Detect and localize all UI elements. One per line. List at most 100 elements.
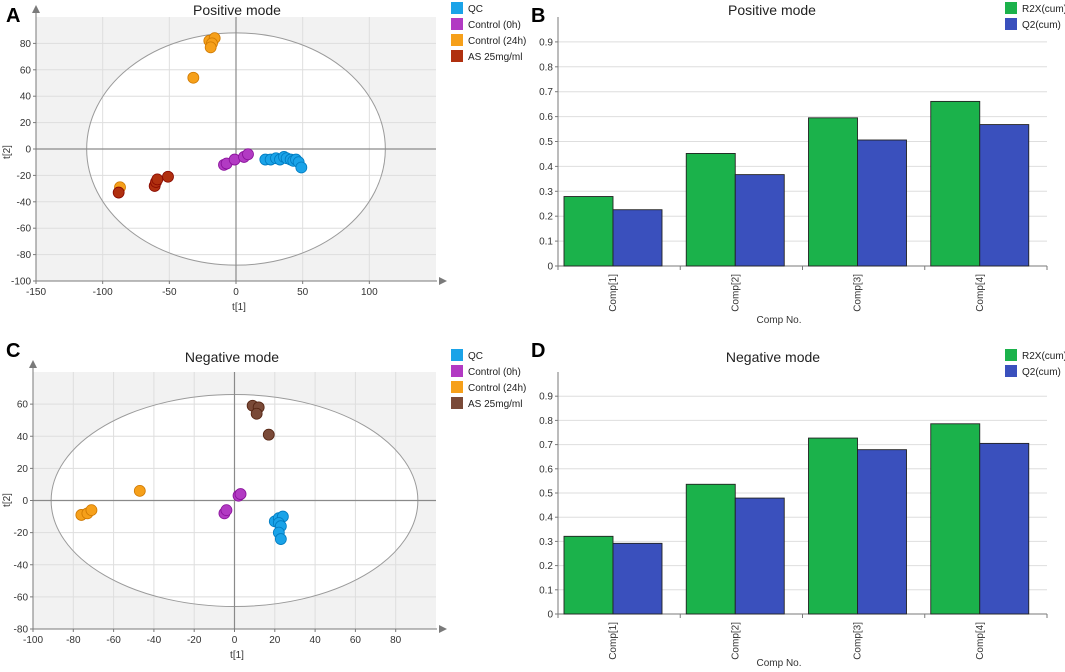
point-control-24h-c bbox=[133, 484, 146, 497]
point-as-25mg-ml-a bbox=[162, 170, 174, 183]
legend-swatch-q2-cum-d bbox=[1005, 365, 1017, 377]
x-tick-label-a: -50 bbox=[162, 287, 177, 298]
chart-title-a: Positive mode bbox=[193, 2, 281, 18]
bar-r2x-cum-comp-2-b bbox=[685, 153, 736, 267]
x-tick-label-a: -100 bbox=[93, 287, 113, 298]
bar-r2x-cum-comp-1-d bbox=[563, 535, 614, 615]
bar-r2x-cum-comp-4-d bbox=[930, 423, 981, 615]
x-tick-label-b: Comp[1] bbox=[608, 274, 619, 312]
y-tick-label-a: -100 bbox=[11, 277, 31, 288]
x-axis-label-c: t[1] bbox=[230, 650, 244, 661]
x-axis-arrow-c bbox=[439, 625, 447, 633]
x-tick-label-c: 0 bbox=[232, 635, 238, 646]
bar-q2-cum-comp-2-d bbox=[734, 497, 785, 615]
x-tick-label-d: Comp[1] bbox=[608, 622, 619, 660]
legend-swatch-r2x-cum-b bbox=[1005, 2, 1017, 14]
x-tick-label-c: -100 bbox=[23, 635, 43, 646]
panel-letter-d: D bbox=[531, 340, 545, 362]
y-tick-label-a: 20 bbox=[20, 118, 32, 129]
y-axis-label-c: t[2] bbox=[2, 493, 13, 507]
point-qc-c bbox=[274, 533, 287, 545]
x-tick-label-c: -60 bbox=[106, 635, 121, 646]
legend-label-r2x-cum-d: R2X(cum) bbox=[1022, 351, 1065, 362]
y-tick-label-d: 0.3 bbox=[539, 537, 553, 548]
legend-swatch-control-24h-a bbox=[451, 34, 463, 46]
legend-label-r2x-cum-b: R2X(cum) bbox=[1022, 4, 1065, 15]
legend-label-qc-a: QC bbox=[468, 4, 483, 15]
panel-letter-a: A bbox=[6, 5, 20, 27]
y-tick-label-d: 0.2 bbox=[539, 561, 553, 572]
legend-label-control-24h-a: Control (24h) bbox=[468, 36, 526, 47]
x-tick-label-c: 40 bbox=[310, 635, 322, 646]
y-tick-label-b: 0.5 bbox=[539, 137, 553, 148]
y-tick-label-b: 0.4 bbox=[539, 162, 553, 173]
x-axis-arrow-a bbox=[439, 277, 447, 285]
y-tick-label-a: 40 bbox=[20, 92, 32, 103]
legend-swatch-control-24h-c bbox=[451, 381, 463, 393]
legend-label-control-0h-a: Control (0h) bbox=[468, 20, 521, 31]
legend-label-as-25mg-ml-c: AS 25mg/ml bbox=[468, 399, 522, 410]
scatter-chart-positive: -150 -100 -50 0 50 100-100-80-60-40-200204060… bbox=[2, 2, 526, 313]
y-tick-label-a: 60 bbox=[20, 65, 32, 76]
point-control-0h-c bbox=[234, 488, 247, 500]
point-qc-a bbox=[295, 161, 308, 174]
y-tick-label-c: -60 bbox=[14, 592, 29, 603]
point-as-25mg-ml-c bbox=[250, 407, 263, 420]
y-tick-label-a: -40 bbox=[17, 197, 32, 208]
panel-letter-c: C bbox=[6, 340, 20, 362]
y-tick-label-c: 0 bbox=[22, 496, 28, 507]
point-as-25mg-ml-c bbox=[262, 428, 275, 441]
legend-label-control-0h-c: Control (0h) bbox=[468, 367, 521, 378]
point-control-0h-a bbox=[242, 148, 254, 161]
legend-swatch-q2-cum-b bbox=[1005, 18, 1017, 30]
y-tick-label-b: 0.1 bbox=[539, 237, 553, 248]
x-tick-label-d: Comp[3] bbox=[853, 622, 864, 660]
bar-q2-cum-comp-4-b bbox=[979, 124, 1030, 267]
y-tick-label-d: 0 bbox=[547, 610, 553, 621]
y-tick-label-d: 0.9 bbox=[539, 392, 553, 403]
x-tick-label-c: 20 bbox=[269, 635, 281, 646]
y-tick-label-a: 80 bbox=[20, 39, 32, 50]
x-tick-label-b: Comp[2] bbox=[730, 274, 741, 312]
legend-swatch-qc-c bbox=[451, 349, 463, 361]
legend-label-q2-cum-d: Q2(cum) bbox=[1022, 367, 1061, 378]
bar-chart-positive: 0 0.1 0.2 0.3 0.4 0.5 0.6 0.7 0.8 0.9 Comp[1] Comp[… bbox=[539, 2, 1065, 326]
legend-swatch-as-25mg-ml-a bbox=[451, 50, 463, 62]
y-tick-label-c: 20 bbox=[17, 464, 29, 475]
x-tick-label-d: Comp[2] bbox=[730, 622, 741, 660]
y-tick-label-d: 0.1 bbox=[539, 585, 553, 596]
point-control-24h-a bbox=[204, 41, 217, 54]
y-tick-label-d: 0.7 bbox=[539, 440, 553, 451]
y-axis-label-a: t[2] bbox=[2, 145, 13, 159]
x-tick-label-c: -40 bbox=[147, 635, 162, 646]
x-tick-label-c: -20 bbox=[187, 635, 202, 646]
y-tick-label-b: 0.8 bbox=[539, 62, 553, 73]
x-axis-label-a: t[1] bbox=[232, 302, 246, 313]
legend-swatch-control-0h-c bbox=[451, 365, 463, 377]
y-axis-arrow-c bbox=[29, 360, 37, 368]
bar-q2-cum-comp-3-d bbox=[857, 449, 907, 615]
y-tick-label-d: 0.4 bbox=[539, 513, 553, 524]
y-tick-label-d: 0.6 bbox=[539, 464, 553, 475]
x-tick-label-c: 80 bbox=[390, 635, 402, 646]
x-axis-label-b: Comp No. bbox=[756, 315, 801, 326]
legend-swatch-as-25mg-ml-c bbox=[451, 397, 463, 409]
y-tick-label-a: -80 bbox=[17, 250, 32, 261]
chart-title-c: Negative mode bbox=[185, 349, 279, 365]
bar-q2-cum-comp-2-b bbox=[734, 174, 785, 267]
scatter-chart-negative: -100 -80 -60 -40 -20 0 20 40 60 80-80-60-40-20020… bbox=[2, 349, 526, 661]
legend-swatch-qc-a bbox=[451, 2, 463, 14]
bar-chart-negative: 0 0.1 0.2 0.3 0.4 0.5 0.6 0.7 0.8 0.9 Comp[1] Comp[… bbox=[539, 349, 1065, 669]
x-tick-label-a: -150 bbox=[26, 287, 46, 298]
x-tick-label-a: 50 bbox=[297, 287, 309, 298]
y-tick-label-a: -60 bbox=[17, 224, 32, 235]
y-tick-label-a: -20 bbox=[17, 171, 32, 182]
chart-title-d: Negative mode bbox=[726, 349, 820, 365]
legend-label-control-24h-c: Control (24h) bbox=[468, 383, 526, 394]
point-as-25mg-ml-a bbox=[151, 173, 164, 186]
y-tick-label-c: 60 bbox=[17, 400, 29, 411]
chart-title-b: Positive mode bbox=[728, 2, 816, 18]
x-tick-label-b: Comp[4] bbox=[975, 274, 986, 312]
y-tick-label-b: 0 bbox=[547, 262, 553, 273]
